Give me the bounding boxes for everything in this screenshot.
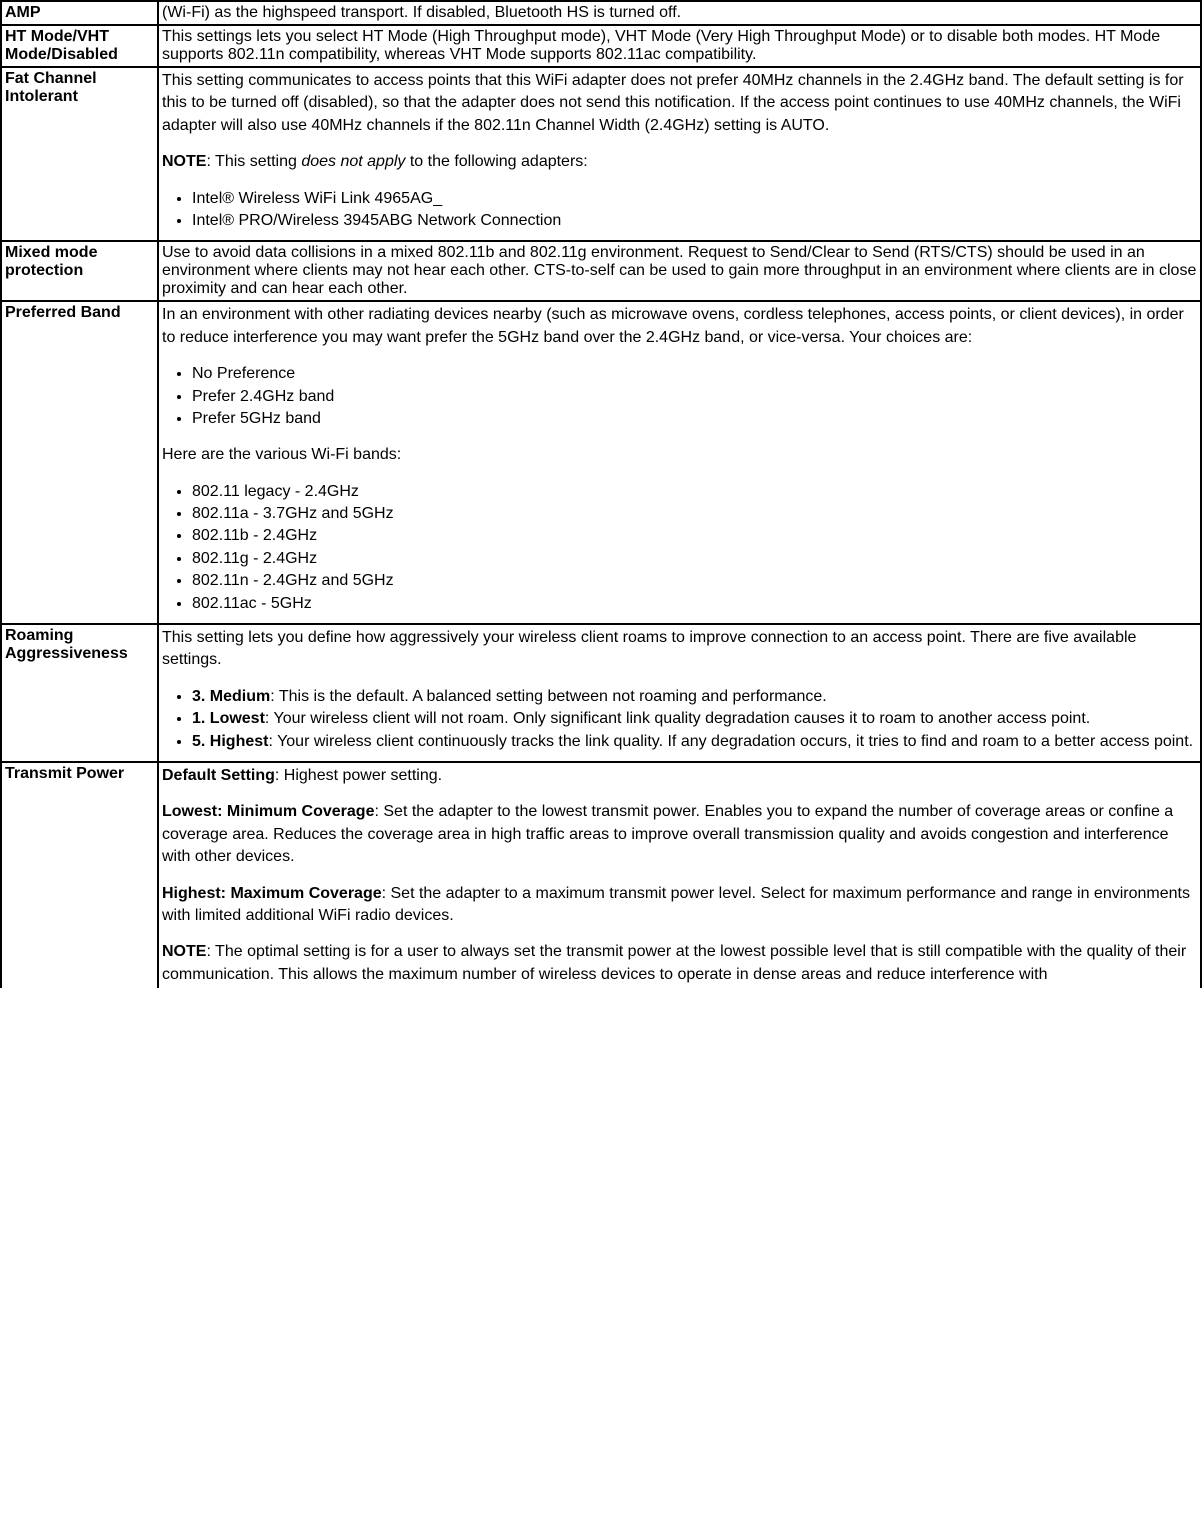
setting-desc: (Wi-Fi) as the highspeed transport. If d… <box>162 4 681 21</box>
note-text: to the following adapters: <box>405 153 587 170</box>
item-label: 1. Lowest <box>192 710 265 727</box>
lowest-setting: Lowest: Minimum Coverage: Set the adapte… <box>162 801 1197 868</box>
list-item: 802.11g - 2.4GHz <box>192 548 1197 570</box>
setting-desc: This setting lets you define how aggress… <box>162 627 1197 672</box>
setting-desc: This settings lets you select HT Mode (H… <box>162 28 1160 63</box>
setting-name: Fat Channel Intolerant <box>5 70 97 105</box>
setting-name-cell: Roaming Aggressiveness <box>1 624 158 762</box>
setting-name-cell: AMP <box>1 1 158 25</box>
setting-name-cell: Preferred Band <box>1 301 158 624</box>
setting-desc-cell: This setting lets you define how aggress… <box>158 624 1201 762</box>
note-text: : The optimal setting is for a user to a… <box>162 943 1186 982</box>
bands-intro: Here are the various Wi-Fi bands: <box>162 444 1197 466</box>
table-row: AMP (Wi-Fi) as the highspeed transport. … <box>1 1 1201 25</box>
setting-name-cell: HT Mode/VHT Mode/Disabled <box>1 25 158 67</box>
setting-desc-cell: Use to avoid data collisions in a mixed … <box>158 241 1201 301</box>
item-text: : Your wireless client continuously trac… <box>268 733 1193 750</box>
list-item: 802.11 legacy - 2.4GHz <box>192 481 1197 503</box>
list-item: 802.11n - 2.4GHz and 5GHz <box>192 570 1197 592</box>
default-setting: Default Setting: Highest power setting. <box>162 765 1197 787</box>
settings-table: AMP (Wi-Fi) as the highspeed transport. … <box>0 0 1202 988</box>
list-item: Prefer 5GHz band <box>192 408 1197 430</box>
item-text: : This is the default. A balanced settin… <box>270 688 827 705</box>
list-item: 802.11a - 3.7GHz and 5GHz <box>192 503 1197 525</box>
list-item: Intel® Wireless WiFi Link 4965AG_ <box>192 188 1197 210</box>
list-item: 802.11ac - 5GHz <box>192 593 1197 615</box>
note-label: NOTE <box>162 153 206 170</box>
table-row: Preferred Band In an environment with ot… <box>1 301 1201 624</box>
setting-name: AMP <box>5 4 41 21</box>
item-label: 5. Highest <box>192 733 268 750</box>
item-label: Highest: Maximum Coverage <box>162 885 382 902</box>
table-row: Roaming Aggressiveness This setting lets… <box>1 624 1201 762</box>
setting-desc: Use to avoid data collisions in a mixed … <box>162 244 1196 297</box>
setting-name: Transmit Power <box>5 765 124 782</box>
item-label: Lowest: Minimum Coverage <box>162 803 374 820</box>
setting-name: HT Mode/VHT Mode/Disabled <box>5 28 118 63</box>
note-em: does not apply <box>301 153 405 170</box>
list-item: 3. Medium: This is the default. A balanc… <box>192 686 1197 708</box>
item-text: : Highest power setting. <box>275 767 442 784</box>
highest-setting: Highest: Maximum Coverage: Set the adapt… <box>162 883 1197 928</box>
setting-desc-cell: This settings lets you select HT Mode (H… <box>158 25 1201 67</box>
table-row: Fat Channel Intolerant This setting comm… <box>1 67 1201 241</box>
tx-note: NOTE: The optimal setting is for a user … <box>162 941 1197 986</box>
setting-desc-cell: (Wi-Fi) as the highspeed transport. If d… <box>158 1 1201 25</box>
list-item: Prefer 2.4GHz band <box>192 386 1197 408</box>
setting-name: Preferred Band <box>5 304 121 321</box>
list-item: No Preference <box>192 363 1197 385</box>
setting-name: Mixed mode protection <box>5 244 97 279</box>
setting-desc-cell: Default Setting: Highest power setting. … <box>158 762 1201 988</box>
setting-name-cell: Transmit Power <box>1 762 158 988</box>
table-row: Mixed mode protection Use to avoid data … <box>1 241 1201 301</box>
list-item: 5. Highest: Your wireless client continu… <box>192 731 1197 753</box>
adapter-list: Intel® Wireless WiFi Link 4965AG_ Intel®… <box>192 188 1197 233</box>
setting-name-cell: Mixed mode protection <box>1 241 158 301</box>
table-row: HT Mode/VHT Mode/Disabled This settings … <box>1 25 1201 67</box>
setting-desc: This setting communicates to access poin… <box>162 70 1197 137</box>
note-line: NOTE: This setting does not apply to the… <box>162 151 1197 173</box>
choice-list: No Preference Prefer 2.4GHz band Prefer … <box>192 363 1197 430</box>
setting-name: Roaming Aggressiveness <box>5 627 128 662</box>
band-list: 802.11 legacy - 2.4GHz 802.11a - 3.7GHz … <box>192 481 1197 615</box>
item-text: : Your wireless client will not roam. On… <box>265 710 1090 727</box>
list-item: Intel® PRO/Wireless 3945ABG Network Conn… <box>192 210 1197 232</box>
list-item: 1. Lowest: Your wireless client will not… <box>192 708 1197 730</box>
item-label: Default Setting <box>162 767 275 784</box>
setting-desc-cell: In an environment with other radiating d… <box>158 301 1201 624</box>
item-label: 3. Medium <box>192 688 270 705</box>
setting-name-cell: Fat Channel Intolerant <box>1 67 158 241</box>
note-label: NOTE <box>162 943 206 960</box>
roaming-levels-list: 3. Medium: This is the default. A balanc… <box>192 686 1197 753</box>
note-text: : This setting <box>206 153 301 170</box>
setting-desc-cell: This setting communicates to access poin… <box>158 67 1201 241</box>
table-row: Transmit Power Default Setting: Highest … <box>1 762 1201 988</box>
list-item: 802.11b - 2.4GHz <box>192 525 1197 547</box>
setting-desc: In an environment with other radiating d… <box>162 304 1197 349</box>
